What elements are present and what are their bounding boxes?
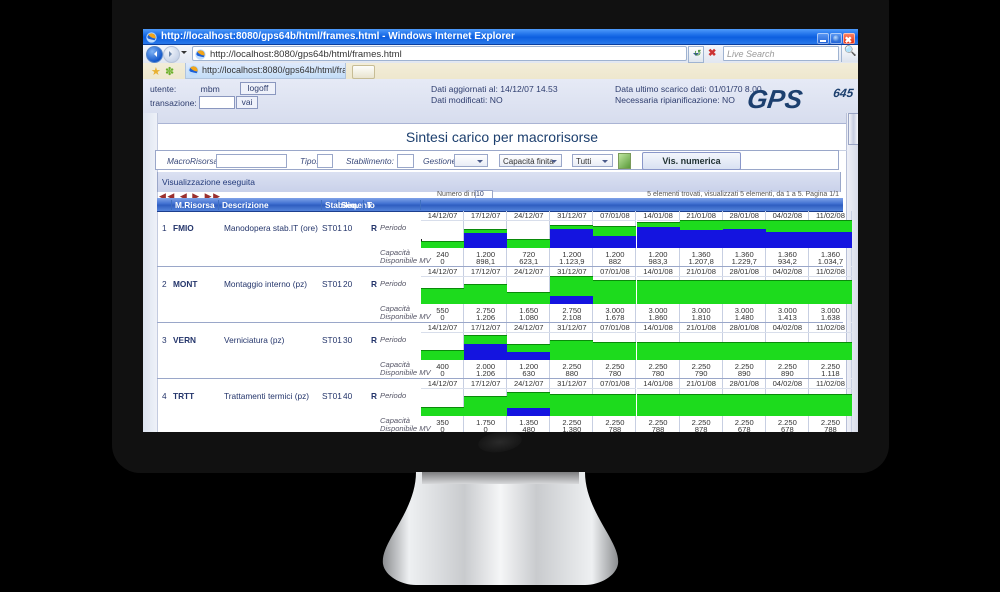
svg-text:645: 645 [832, 86, 854, 100]
svg-text:GPS: GPS [745, 84, 805, 114]
